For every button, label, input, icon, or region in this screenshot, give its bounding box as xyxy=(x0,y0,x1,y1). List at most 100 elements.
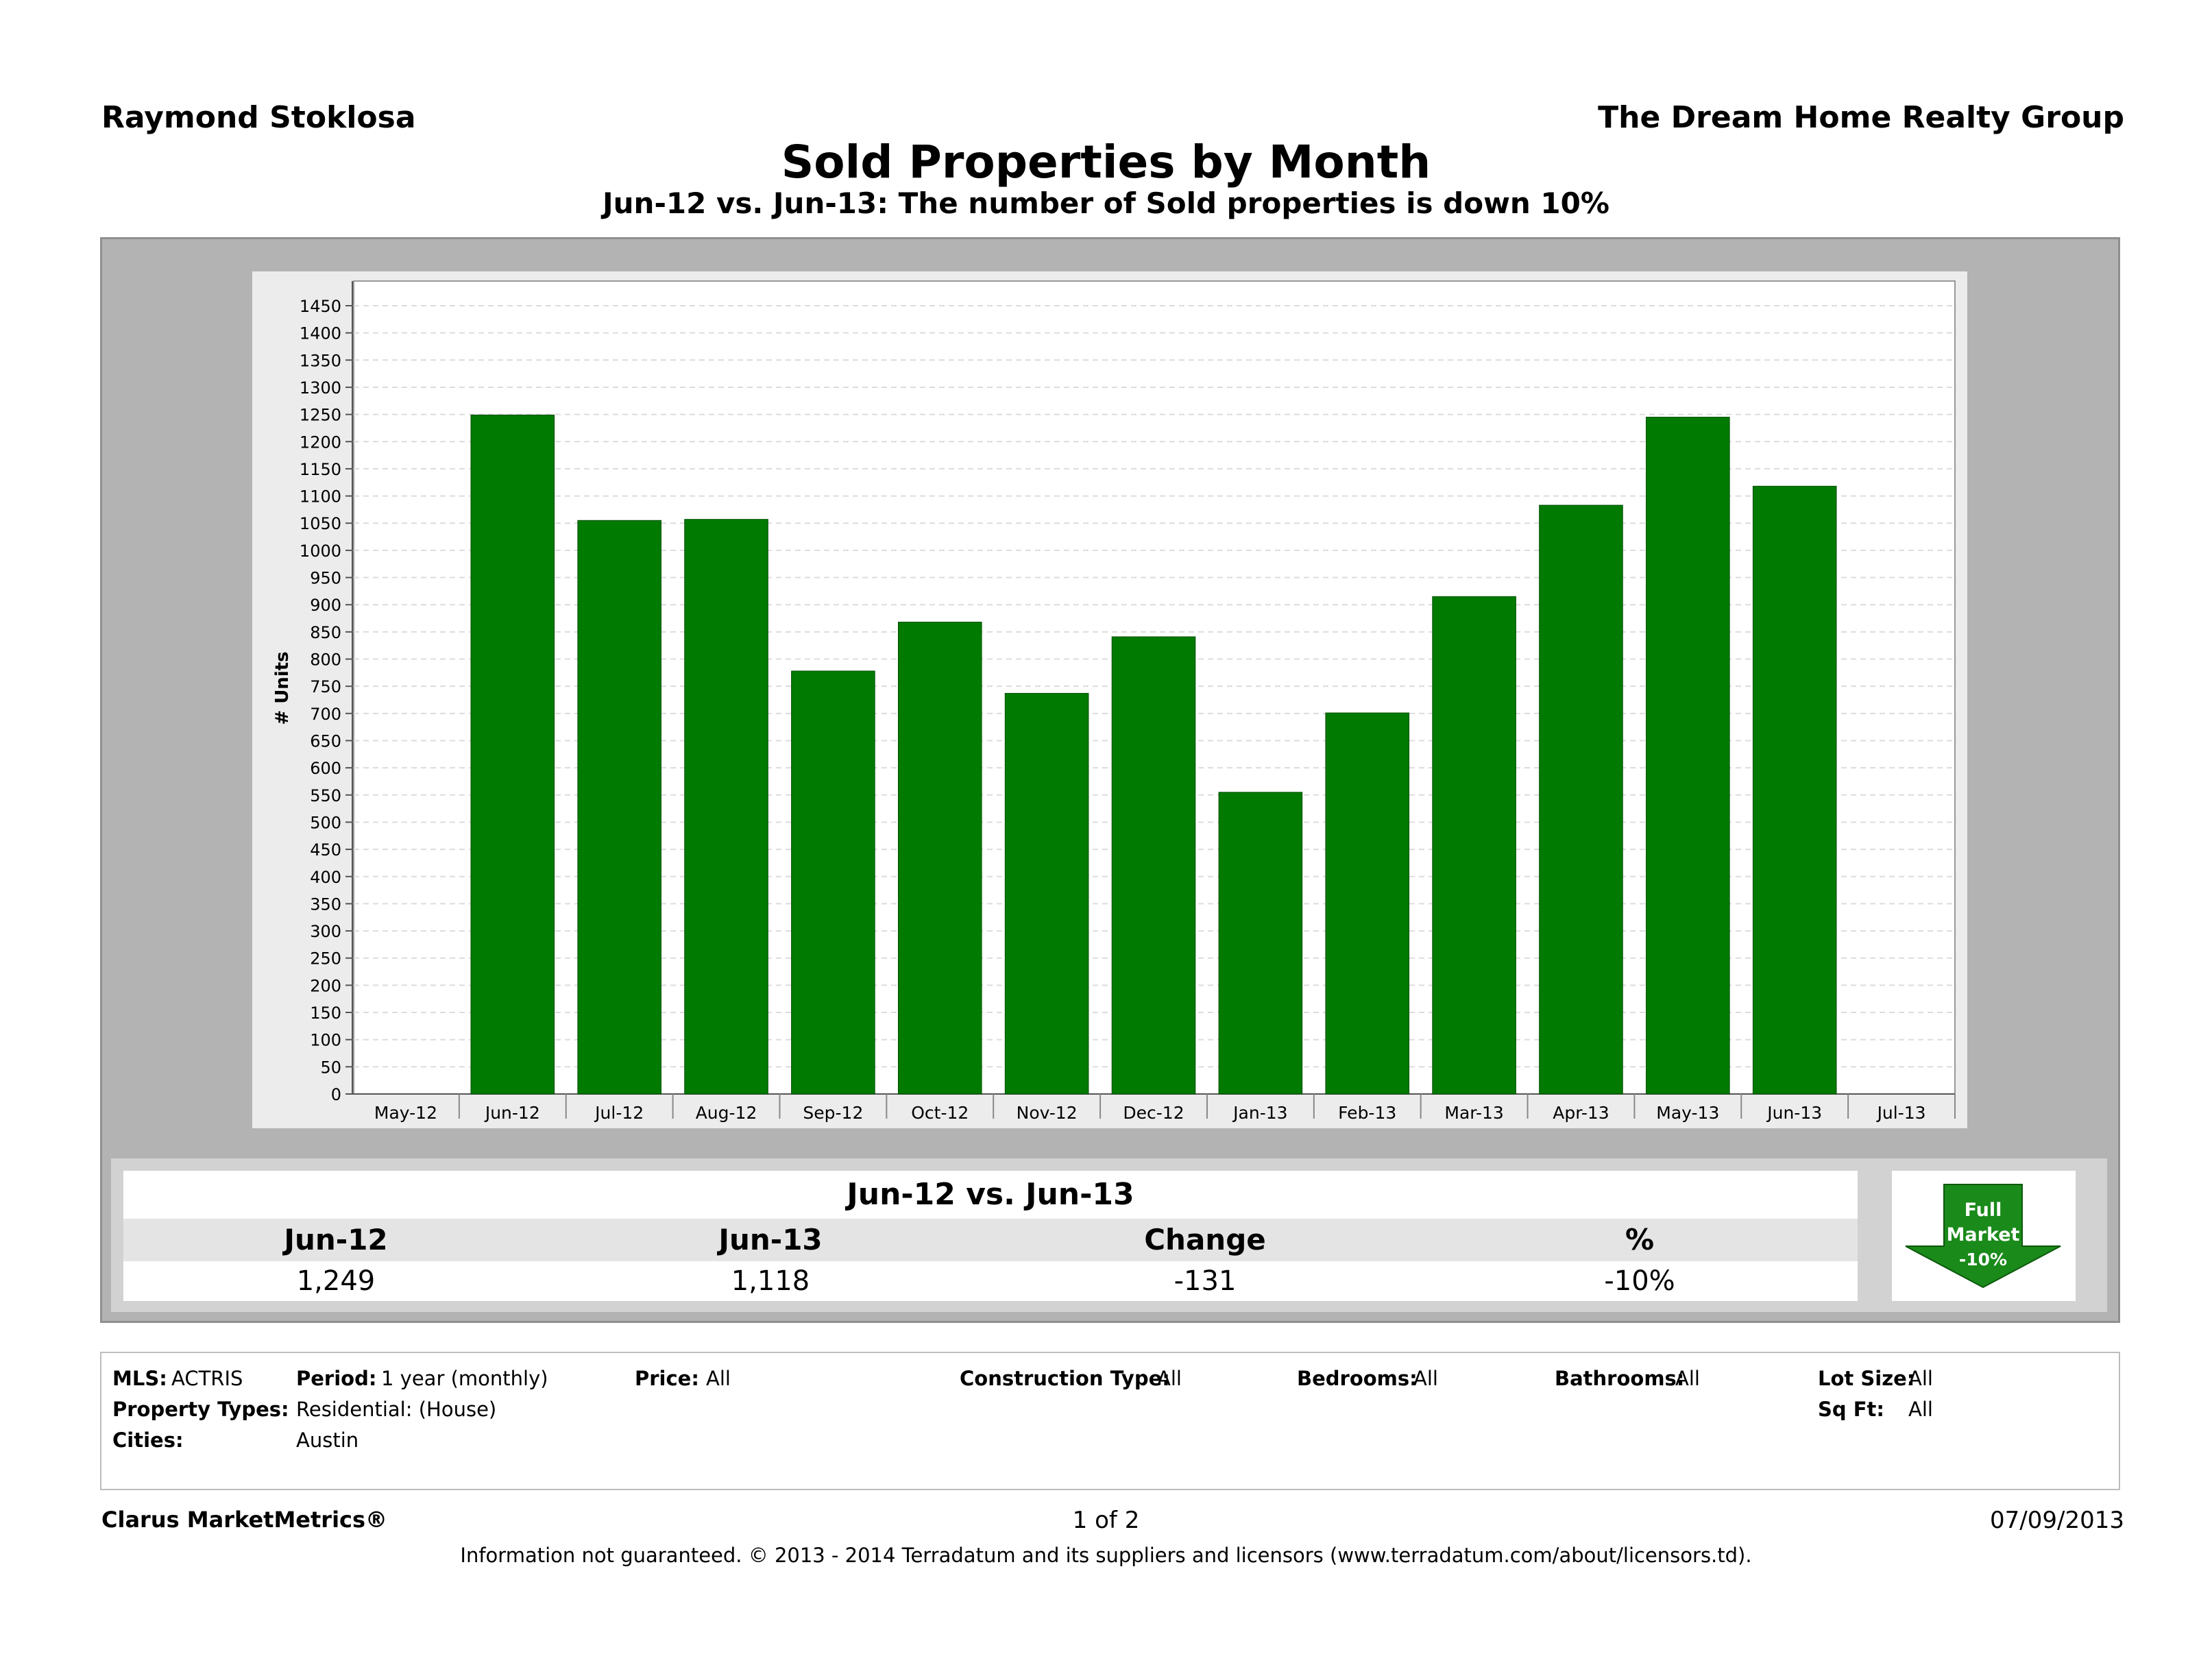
summary-header-jun12: Jun-12 xyxy=(284,1223,388,1256)
construction-value: All xyxy=(1157,1367,1182,1390)
price-label: Price: xyxy=(635,1367,699,1390)
y-tick-label: 900 xyxy=(310,596,341,615)
bar-apr-13 xyxy=(1539,504,1623,1095)
bedrooms-value: All xyxy=(1413,1367,1438,1390)
bar-sep-12 xyxy=(791,670,875,1095)
y-tick-label: 850 xyxy=(310,623,341,642)
x-tick-label: Sep-12 xyxy=(803,1103,863,1123)
y-tick-label: 250 xyxy=(310,949,341,969)
y-tick-label: 350 xyxy=(310,895,341,914)
summary-value-percent: -10% xyxy=(1604,1265,1675,1297)
y-tick-label: 1300 xyxy=(300,378,341,398)
lotsize-label: Lot Size: xyxy=(1818,1367,1915,1390)
x-tick-label: Jan-13 xyxy=(1232,1103,1287,1123)
summary-value-jun13: 1,118 xyxy=(731,1265,810,1297)
x-tick-label: Jul-13 xyxy=(1876,1103,1926,1123)
bar-dec-12 xyxy=(1111,636,1196,1095)
y-tick-label: 300 xyxy=(310,922,341,941)
report-title: Sold Properties by Month xyxy=(781,136,1431,189)
construction-label: Construction Type: xyxy=(960,1367,1170,1390)
y-tick-label: 950 xyxy=(310,569,341,588)
y-tick-label: 600 xyxy=(310,759,341,778)
y-tick-label: 0 xyxy=(331,1085,341,1104)
period-label: Period: xyxy=(296,1367,377,1390)
y-tick-label: 500 xyxy=(310,813,341,832)
y-axis-label: # Units xyxy=(272,651,293,725)
x-tick-label: Jul-12 xyxy=(594,1103,644,1123)
summary-header-row: Jun-12 Jun-13 Change % xyxy=(123,1219,1858,1261)
y-tick-label: 400 xyxy=(310,868,341,887)
price-value: All xyxy=(706,1367,731,1390)
y-tick-label: 50 xyxy=(320,1058,341,1077)
bar-jan-13 xyxy=(1218,792,1303,1095)
report-subtitle: Jun-12 vs. Jun-13: The number of Sold pr… xyxy=(603,186,1609,220)
badge-line3: -10% xyxy=(1959,1250,2007,1269)
y-tick-label: 1150 xyxy=(300,460,341,479)
y-tick-label: 150 xyxy=(310,1004,341,1023)
y-tick-label: 550 xyxy=(310,786,341,805)
badge-line1: Full xyxy=(1965,1200,2002,1221)
y-tick-label: 750 xyxy=(310,677,341,696)
property-types-label: Property Types: xyxy=(112,1398,289,1421)
report-date: 07/09/2013 xyxy=(1990,1507,2124,1534)
down-arrow-icon: Full Market -10% xyxy=(1905,1184,2061,1289)
x-tick-label: Dec-12 xyxy=(1123,1103,1184,1123)
y-tick-label: 700 xyxy=(310,705,341,724)
bedrooms-label: Bedrooms: xyxy=(1297,1367,1418,1390)
y-tick-label: 800 xyxy=(310,650,341,670)
bar-jun-13 xyxy=(1752,485,1837,1095)
filter-criteria: MLS: ACTRIS Period: 1 year (monthly) Pri… xyxy=(100,1352,2120,1490)
property-types-value: Residential: (House) xyxy=(296,1398,497,1421)
y-tick-label: 650 xyxy=(310,731,341,751)
bar-jul-12 xyxy=(577,520,661,1095)
x-tick-label: May-12 xyxy=(374,1103,437,1123)
y-tick-label: 1000 xyxy=(300,542,341,561)
summary-title: Jun-12 vs. Jun-13 xyxy=(123,1171,1858,1219)
company-name: The Dream Home Realty Group xyxy=(1598,100,2124,135)
x-tick-label: Oct-12 xyxy=(911,1103,969,1123)
y-tick-label: 1200 xyxy=(300,433,341,452)
summary-value-change: -131 xyxy=(1174,1265,1237,1297)
disclaimer: Information not guaranteed. © 2013 - 201… xyxy=(460,1544,1752,1567)
bar-feb-13 xyxy=(1325,712,1410,1095)
y-tick-label: 1250 xyxy=(300,406,341,425)
x-tick-label: May-13 xyxy=(1656,1103,1719,1123)
bar-mar-13 xyxy=(1432,596,1516,1095)
lotsize-value: All xyxy=(1908,1367,1933,1390)
market-badge: Full Market -10% xyxy=(1892,1171,2076,1301)
bathrooms-value: All xyxy=(1675,1367,1700,1390)
y-tick-label: 1100 xyxy=(300,487,341,507)
x-tick-label: Feb-13 xyxy=(1338,1103,1396,1123)
cities-label: Cities: xyxy=(112,1428,184,1452)
mls-label: MLS: xyxy=(112,1367,167,1390)
summary-header-jun13: Jun-13 xyxy=(718,1223,823,1256)
bathrooms-label: Bathrooms: xyxy=(1555,1367,1685,1390)
summary-value-row: 1,249 1,118 -131 -10% xyxy=(123,1261,1858,1301)
summary-header-change: Change xyxy=(1144,1223,1266,1256)
badge-line2: Market xyxy=(1947,1224,2020,1245)
brand-name: Clarus MarketMetrics® xyxy=(101,1507,388,1533)
y-tick-label: 200 xyxy=(310,976,341,995)
bar-may-13 xyxy=(1646,417,1730,1095)
x-tick-label: Aug-12 xyxy=(696,1103,757,1123)
bar-oct-12 xyxy=(897,622,982,1095)
y-tick-label: 450 xyxy=(310,840,341,860)
bar-jun-12 xyxy=(470,414,555,1095)
y-tick-label: 1350 xyxy=(300,351,341,370)
summary-value-jun12: 1,249 xyxy=(296,1265,376,1297)
cities-value: Austin xyxy=(296,1428,359,1452)
bar-chart: 0 50 100 150 200 250 300 350 400 450 500 550 600 650 7… xyxy=(256,276,1963,1124)
y-tick-label: 1450 xyxy=(300,297,341,316)
page-number: 1 of 2 xyxy=(1072,1507,1140,1534)
x-tick-label: Mar-13 xyxy=(1444,1103,1503,1123)
x-tick-label: Jun-13 xyxy=(1766,1103,1822,1123)
bar-nov-12 xyxy=(1004,692,1089,1095)
chart-panel: 0 50 100 150 200 250 300 350 400 450 500 550 600 650 7… xyxy=(252,271,1967,1128)
x-tick-label: Jun-12 xyxy=(484,1103,540,1123)
sqft-label: Sq Ft: xyxy=(1818,1398,1885,1421)
bar-aug-12 xyxy=(684,519,768,1095)
y-tick-label: 1400 xyxy=(300,324,341,343)
period-value: 1 year (monthly) xyxy=(381,1367,548,1390)
y-tick-label: 1050 xyxy=(300,514,341,533)
x-tick-label: Nov-12 xyxy=(1017,1103,1078,1123)
